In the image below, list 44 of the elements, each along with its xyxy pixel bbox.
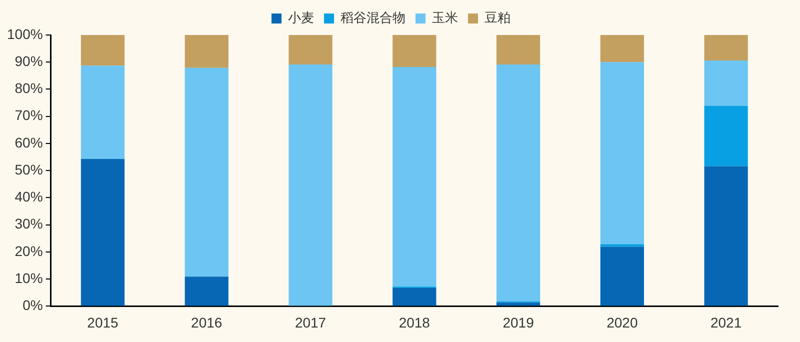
- bar: [288, 64, 332, 306]
- y-tick-label: 80%: [14, 80, 43, 96]
- bar: [184, 276, 228, 306]
- y-tick-label: 60%: [14, 134, 43, 150]
- bar: [80, 35, 125, 66]
- bar: [80, 158, 125, 306]
- y-tick-label: 20%: [14, 242, 43, 259]
- bar: [600, 244, 644, 247]
- x-tick-label: 2016: [191, 314, 222, 330]
- bar: [704, 166, 748, 306]
- legend-label: 玉米: [432, 10, 458, 26]
- bar: [704, 106, 748, 166]
- y-tick-label: 30%: [14, 216, 43, 232]
- legend-label: 稻谷混合物: [340, 10, 406, 26]
- x-tick-label: 2020: [606, 314, 638, 330]
- y-tick-label: 100%: [6, 26, 43, 42]
- bar: [496, 64, 540, 302]
- y-tick-label: 70%: [14, 107, 43, 124]
- x-tick-label: 2018: [398, 314, 430, 330]
- bar: [496, 302, 540, 306]
- bar: [392, 288, 436, 306]
- bar: [184, 68, 228, 277]
- bar: [288, 35, 332, 65]
- y-tick-label: 40%: [14, 188, 43, 205]
- bar: [600, 62, 644, 244]
- x-tick-label: 2021: [710, 314, 742, 330]
- bar: [392, 67, 436, 287]
- bar: [392, 35, 436, 67]
- legend-label: 豆粕: [484, 10, 510, 26]
- x-tick-label: 2017: [294, 314, 326, 330]
- bar: [80, 66, 125, 159]
- bar: [704, 35, 748, 60]
- bar: [600, 246, 644, 306]
- y-tick-label: 0%: [22, 297, 43, 314]
- legend-label: 小麦: [288, 10, 314, 26]
- bar: [704, 60, 748, 106]
- bar: [496, 35, 540, 65]
- y-tick-label: 10%: [14, 270, 43, 286]
- bar: [600, 35, 644, 62]
- bar: [184, 35, 228, 68]
- x-tick-label: 2015: [87, 314, 119, 330]
- y-tick-label: 50%: [14, 161, 43, 178]
- x-tick-label: 2019: [502, 314, 534, 330]
- y-tick-label: 90%: [14, 52, 43, 69]
